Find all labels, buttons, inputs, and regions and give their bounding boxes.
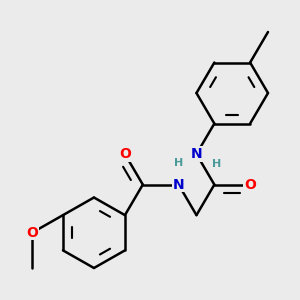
Text: N: N <box>191 147 202 161</box>
Text: N: N <box>173 178 184 192</box>
Text: H: H <box>174 158 183 168</box>
Text: H: H <box>212 159 222 169</box>
Text: O: O <box>26 226 38 240</box>
Text: O: O <box>244 178 256 192</box>
Text: O: O <box>119 147 131 161</box>
